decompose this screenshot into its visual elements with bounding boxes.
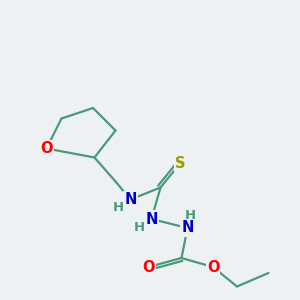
Text: O: O [40, 141, 53, 156]
Text: H: H [133, 221, 145, 234]
Text: O: O [142, 260, 155, 274]
Text: H: H [112, 201, 124, 214]
Text: N: N [145, 212, 158, 226]
Text: O: O [207, 260, 219, 274]
Text: N: N [124, 192, 137, 207]
Text: H: H [185, 209, 196, 222]
Text: N: N [181, 220, 194, 236]
Text: S: S [175, 156, 185, 171]
